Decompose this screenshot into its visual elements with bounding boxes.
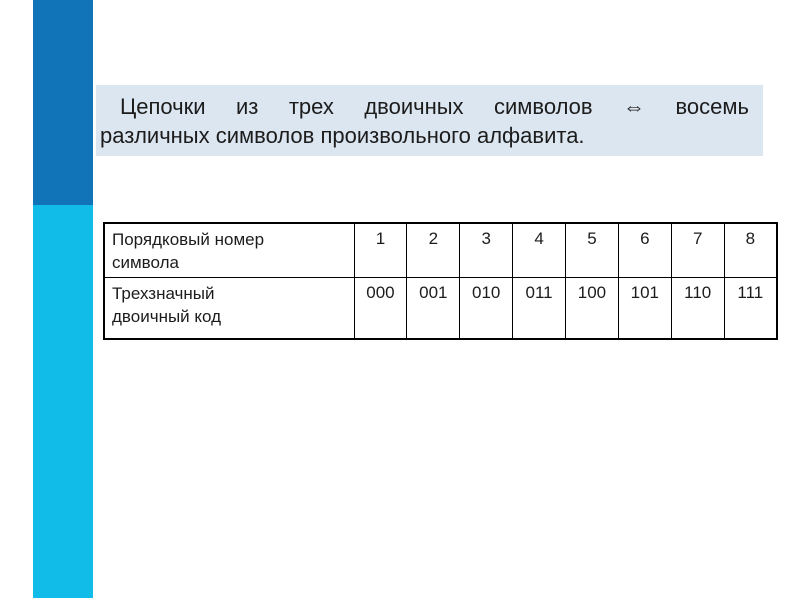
table-cell: 100 [565, 276, 619, 340]
row-header-ordinal: Порядковый номер символа [103, 222, 355, 278]
row-header-ordinal-line-2: символа [112, 253, 179, 272]
table-row-binary-code: Трехзначный двоичный код 000 001 010 011… [103, 276, 778, 340]
table-cell: 7 [670, 222, 725, 278]
table-cell: 3 [459, 222, 514, 278]
table-cell: 001 [406, 276, 461, 340]
statement-textbox: Цепочки из трех двоичных символов ⇔ восе… [96, 85, 763, 156]
row-header-code-line-2: двоичный код [112, 306, 222, 326]
table-cell: 8 [723, 222, 778, 278]
table-row-ordinal-number: Порядковый номер символа 1 2 3 4 5 6 7 8 [103, 222, 778, 278]
left-accent-bar-dark [33, 0, 93, 205]
table-cell: 6 [617, 222, 672, 278]
table-cell: 5 [565, 222, 619, 278]
row-header-code-line-1: Трехзначный [112, 283, 215, 303]
table-cell: 111 [723, 276, 778, 340]
statement-line-2: различных символов произвольного алфавит… [100, 123, 585, 148]
table-cell: 010 [459, 276, 514, 340]
table-cell: 4 [512, 222, 566, 278]
table-cell: 000 [353, 276, 408, 340]
table-cell: 2 [406, 222, 461, 278]
table-cell: 101 [617, 276, 672, 340]
table-cell: 1 [353, 222, 408, 278]
table-cell: 110 [670, 276, 725, 340]
row-header-ordinal-line-1: Порядковый номер [112, 230, 265, 249]
binary-codes-table: Порядковый номер символа 1 2 3 4 5 6 7 8… [103, 222, 778, 340]
row-header-code: Трехзначный двоичный код [103, 276, 355, 340]
table-cell: 011 [512, 276, 566, 340]
statement-line-1: Цепочки из трех двоичных символов ⇔ восе… [120, 94, 749, 119]
left-accent-bar-cyan [33, 205, 93, 598]
